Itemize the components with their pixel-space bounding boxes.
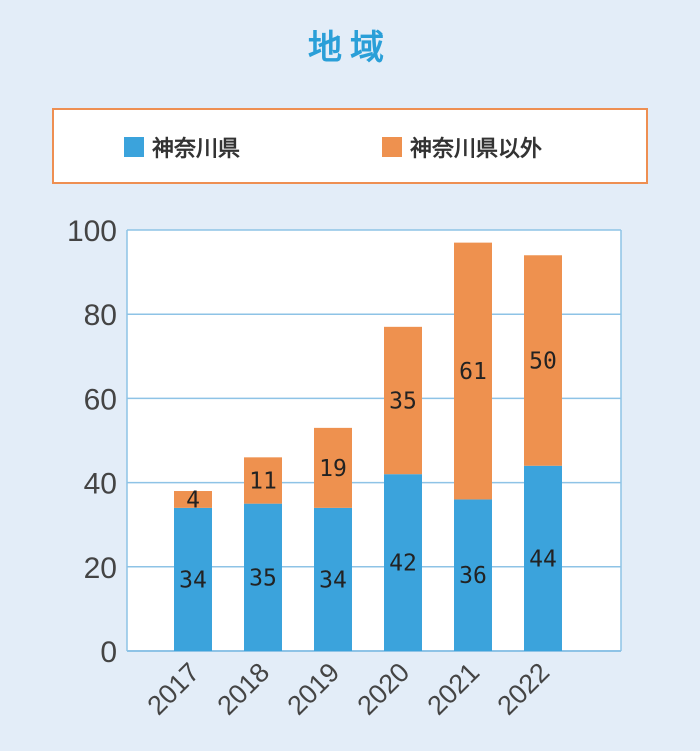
y-tick-label: 80 bbox=[84, 299, 117, 332]
legend-label-outside-kanagawa: 神奈川県以外 bbox=[410, 137, 543, 162]
bars bbox=[174, 242, 562, 651]
data-label: 19 bbox=[319, 456, 347, 482]
bar-segment bbox=[174, 507, 212, 651]
x-tick-label: 2020 bbox=[352, 657, 416, 721]
y-tick-label: 60 bbox=[84, 383, 117, 416]
legend-item-outside-kanagawa: 神奈川県以外 bbox=[382, 134, 543, 162]
data-label: 11 bbox=[249, 468, 277, 494]
data-label: 34 bbox=[179, 567, 207, 593]
bar-segment bbox=[524, 255, 562, 466]
y-axis-ticks: 0 20 40 60 80 100 bbox=[67, 215, 117, 669]
data-label: 4 bbox=[186, 487, 200, 513]
y-tick-label: 20 bbox=[84, 552, 117, 585]
bar-segment bbox=[384, 474, 422, 651]
x-axis-ticks: 2017 2018 2019 2020 2021 2022 bbox=[142, 657, 556, 721]
data-label: 42 bbox=[389, 551, 417, 577]
y-tick-label: 0 bbox=[100, 636, 117, 669]
data-label: 35 bbox=[249, 565, 277, 591]
legend-item-kanagawa: 神奈川県 bbox=[124, 134, 241, 162]
bar-segment bbox=[524, 465, 562, 651]
legend-label-kanagawa: 神奈川県 bbox=[152, 137, 241, 162]
legend-swatch-outside-kanagawa bbox=[382, 137, 402, 157]
data-labels: 34 4 35 11 34 19 42 35 36 61 44 50 bbox=[179, 349, 557, 594]
bar-segment bbox=[314, 507, 352, 651]
x-tick-label: 2021 bbox=[422, 657, 486, 721]
x-tick-label: 2022 bbox=[492, 657, 556, 721]
bar-segment bbox=[244, 457, 282, 504]
bar-segment bbox=[174, 491, 212, 508]
legend: 神奈川県 神奈川県以外 bbox=[52, 108, 648, 184]
data-label: 35 bbox=[389, 389, 417, 415]
y-tick-label: 40 bbox=[84, 468, 117, 501]
data-label: 44 bbox=[529, 546, 557, 572]
x-tick-label: 2019 bbox=[282, 657, 346, 721]
data-label: 34 bbox=[319, 567, 347, 593]
data-label: 61 bbox=[459, 359, 487, 385]
data-label: 50 bbox=[529, 349, 557, 375]
x-tick-label: 2018 bbox=[212, 657, 276, 721]
bar-segment bbox=[384, 326, 422, 475]
bar-segment bbox=[244, 503, 282, 651]
bar-segment bbox=[314, 427, 352, 508]
chart-title: 地域 bbox=[308, 28, 392, 68]
x-tick-label: 2017 bbox=[142, 657, 206, 721]
bar-segment bbox=[454, 499, 492, 651]
y-tick-label: 100 bbox=[67, 215, 117, 248]
legend-swatch-kanagawa bbox=[124, 137, 144, 157]
bar-segment bbox=[454, 242, 492, 500]
data-label: 36 bbox=[459, 563, 487, 589]
